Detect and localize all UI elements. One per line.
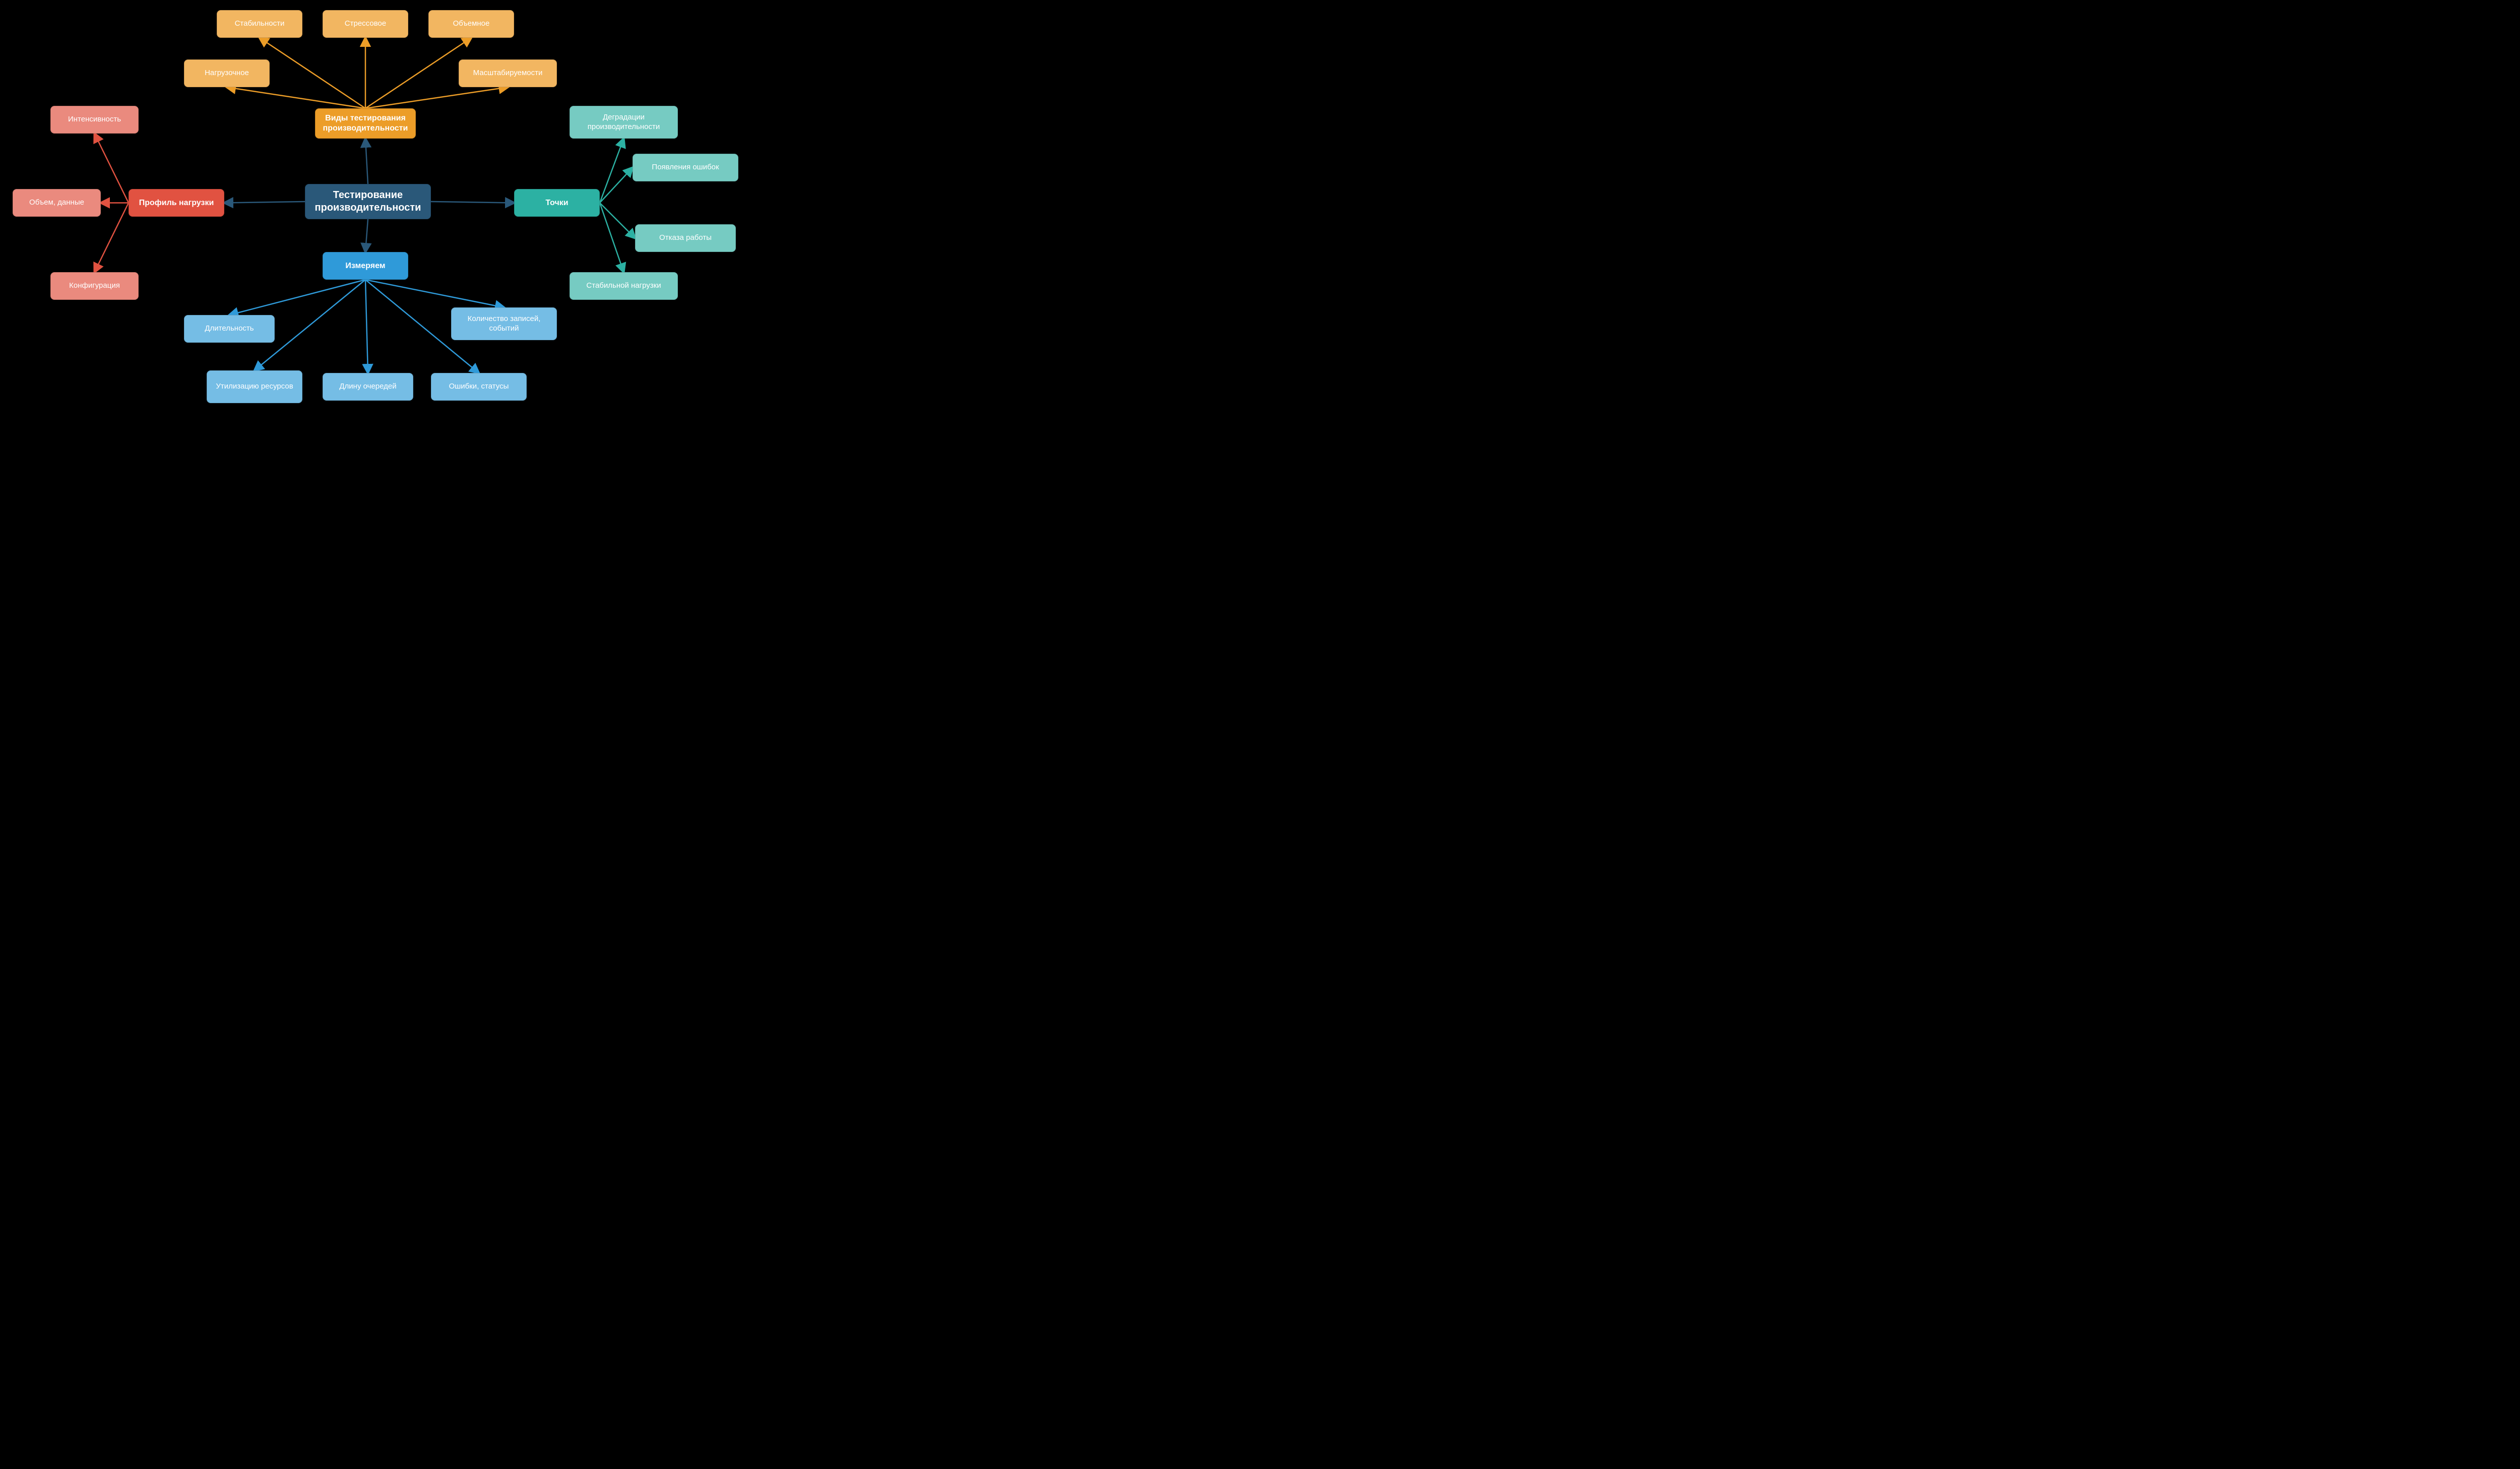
node-points: Точки <box>514 189 600 217</box>
edge-center-measure <box>365 219 368 252</box>
edge-points-pt_stab <box>600 203 624 273</box>
node-p_conf: Конфигурация <box>50 272 139 300</box>
node-profile: Профиль нагрузки <box>129 189 224 217</box>
node-p_vol: Объем, данные <box>13 189 101 217</box>
node-types: Виды тестирования производительности <box>315 108 416 139</box>
mindmap-canvas: Тестирование производительности Виды тест… <box>0 0 756 413</box>
edge-center-profile <box>224 202 305 203</box>
edge-points-pt_err <box>600 168 633 203</box>
node-t_scale: Масштабируемости <box>459 59 557 87</box>
node-m_dur: Длительность <box>184 315 275 343</box>
node-pt_fail: Отказа работы <box>635 224 736 252</box>
node-measure: Измеряем <box>323 252 408 280</box>
node-p_int: Интенсивность <box>50 106 139 134</box>
node-pt_deg: Деградации производительности <box>570 106 678 139</box>
node-center: Тестирование производительности <box>305 184 431 219</box>
edge-measure-m_queue <box>365 280 368 373</box>
node-t_vol: Объемное <box>428 10 514 38</box>
edge-center-types <box>365 139 368 184</box>
edge-types-t_vol <box>365 38 471 108</box>
edge-measure-m_cnt <box>365 280 504 307</box>
node-t_stab: Стабильности <box>217 10 302 38</box>
node-m_cnt: Количество записей, событий <box>451 307 557 340</box>
edge-points-pt_deg <box>600 139 624 203</box>
node-m_util: Утилизацию ресурсов <box>207 370 302 403</box>
edge-center-points <box>431 202 514 203</box>
node-m_queue: Длину очередей <box>323 373 413 401</box>
node-m_err: Ошибки, статусы <box>431 373 527 401</box>
node-t_stress: Стрессовое <box>323 10 408 38</box>
edge-measure-m_dur <box>229 280 365 315</box>
edge-types-t_scale <box>365 87 508 108</box>
node-pt_stab: Стабильной нагрузки <box>570 272 678 300</box>
edge-points-pt_fail <box>600 203 635 238</box>
node-t_load: Нагрузочное <box>184 59 270 87</box>
edge-types-t_load <box>227 87 365 108</box>
node-pt_err: Появления ошибок <box>633 154 738 181</box>
edge-types-t_stab <box>260 38 365 108</box>
